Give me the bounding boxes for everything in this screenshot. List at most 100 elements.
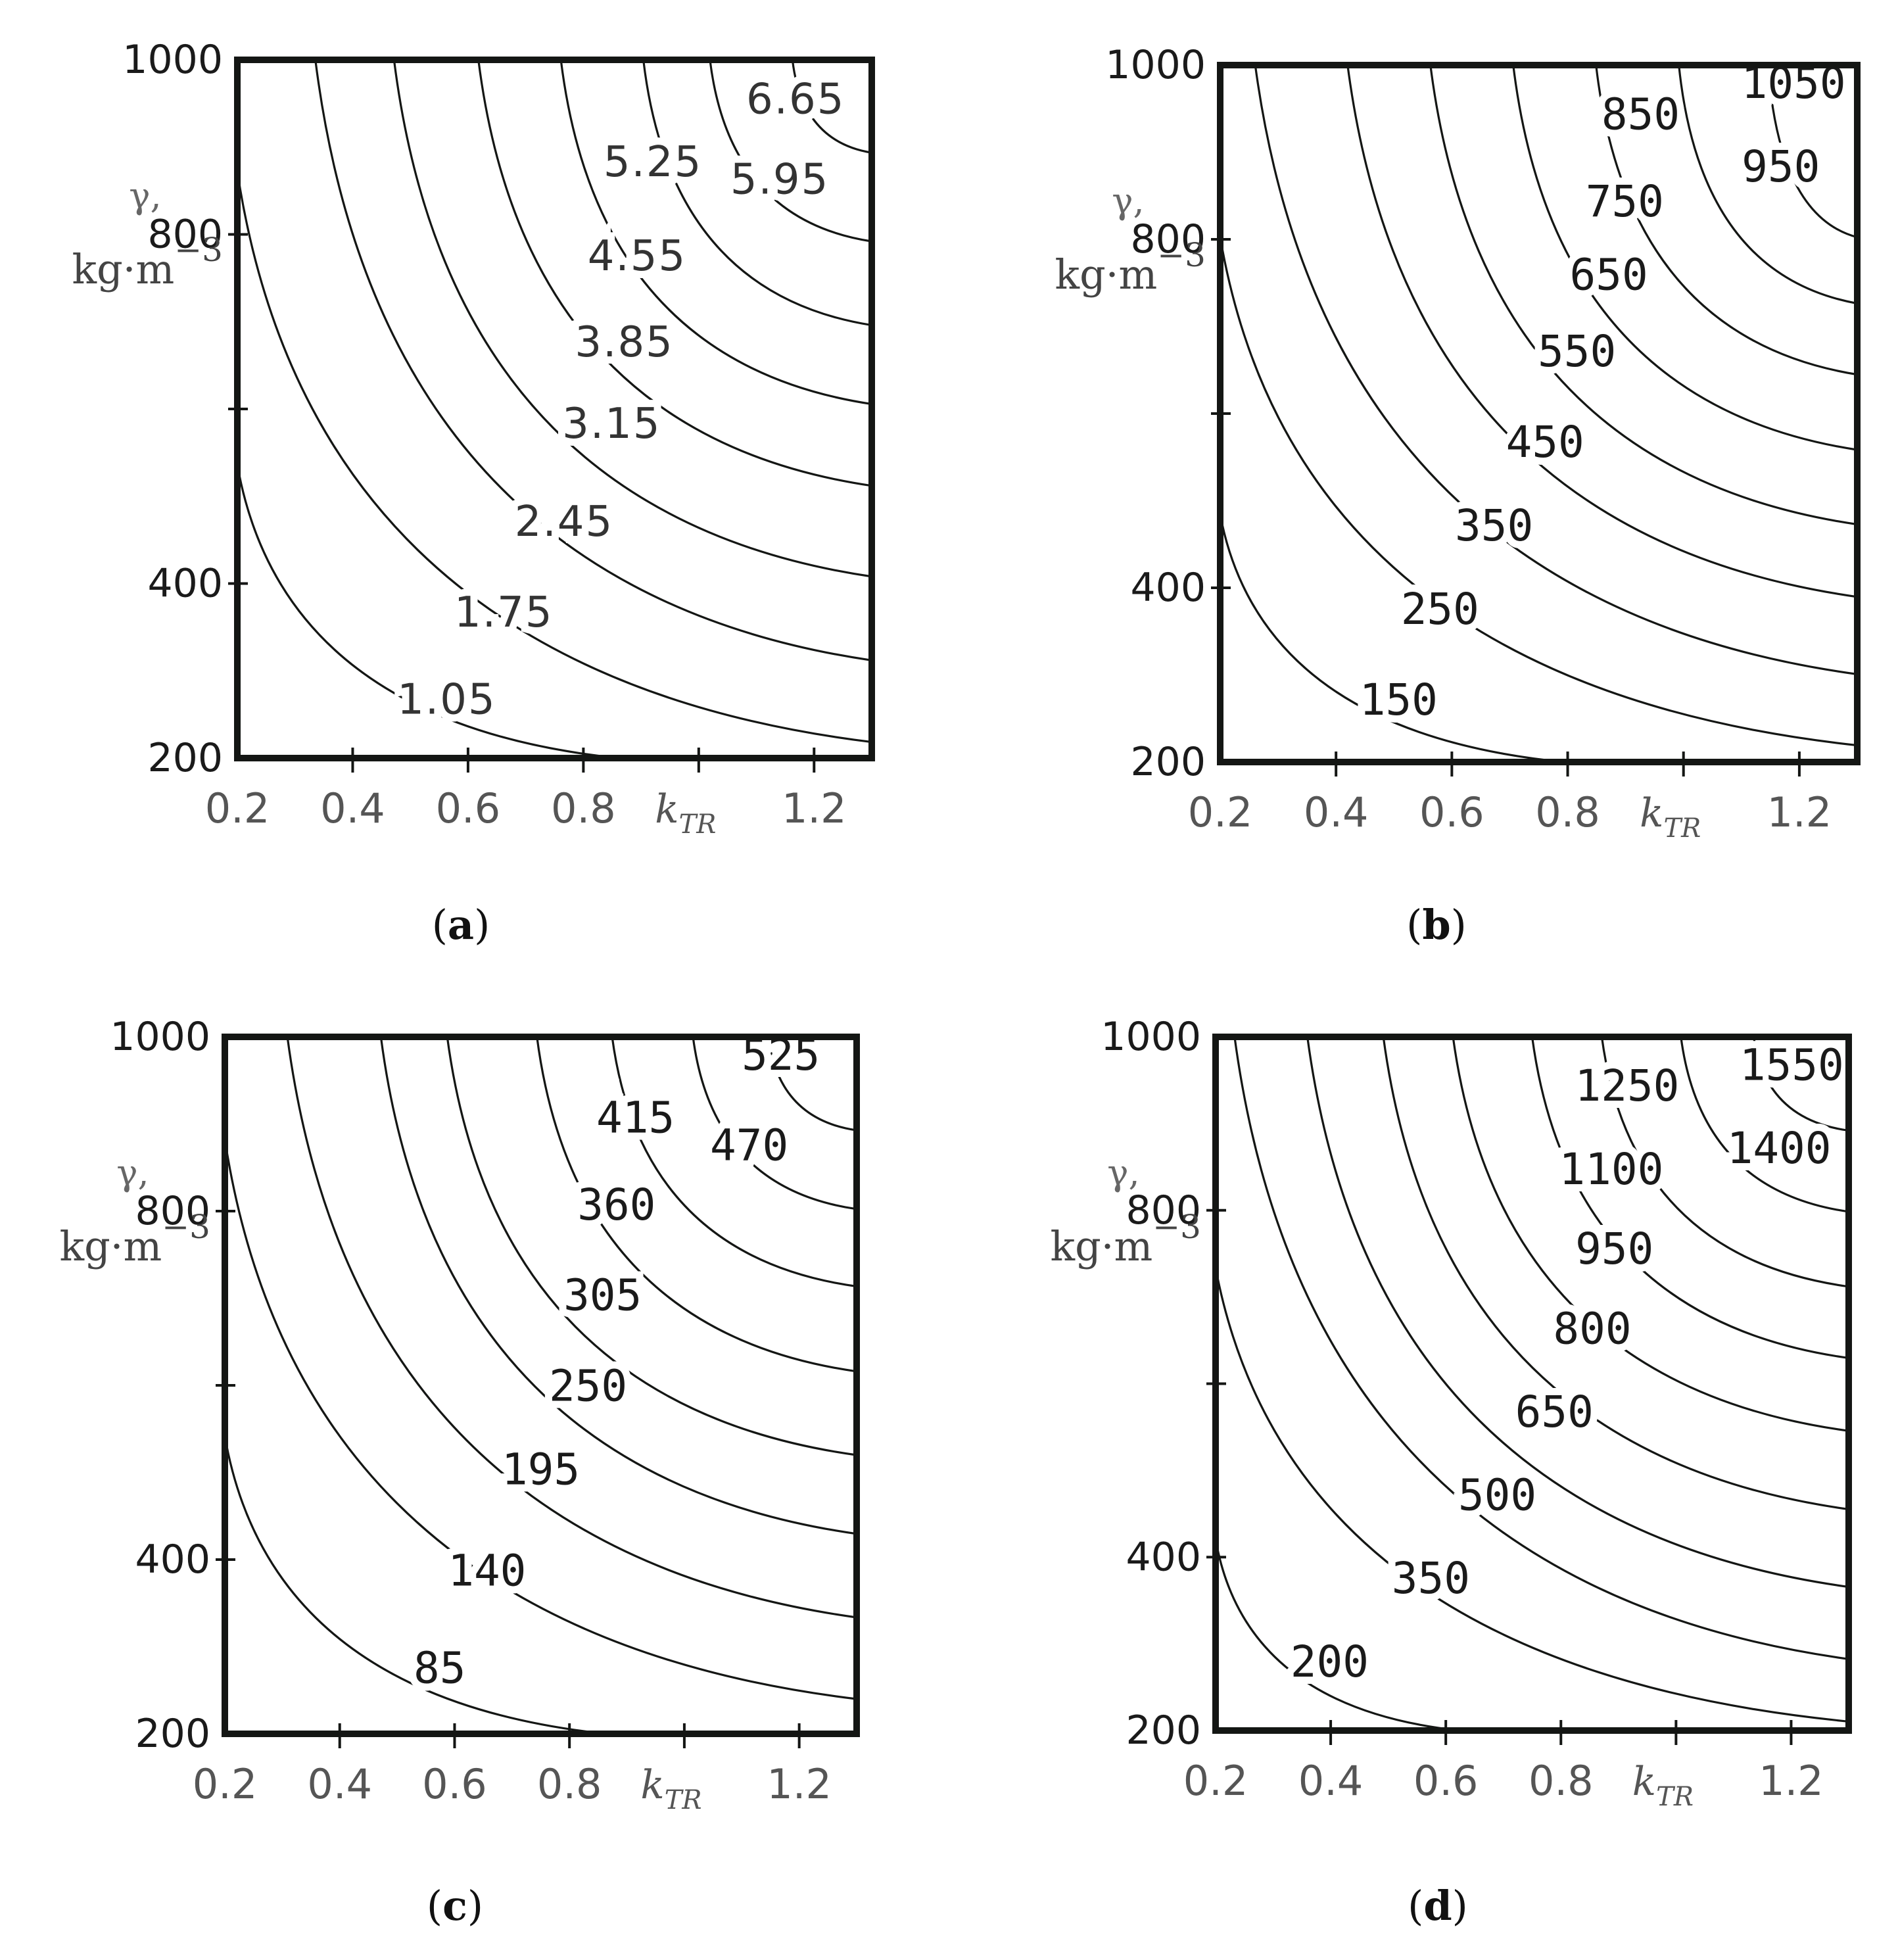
contour-label: 1250 [1575,1061,1679,1111]
contour-label: 2.45 [515,498,614,546]
contour-line-350 [1254,64,1858,676]
contour-label: 250 [1401,584,1479,634]
contour-label: 350 [1392,1553,1470,1604]
contour-label: 650 [1515,1387,1594,1437]
contour-label: 150 [1360,675,1438,725]
contour-label: 350 [1455,500,1533,551]
x-tick-label: 0.2 [1188,788,1253,836]
x-axis-label: kTR [1640,790,1701,844]
contour-line-525 [767,1036,857,1132]
y-tick-label: 800 [1130,216,1206,262]
contour-label: 5.25 [604,138,703,187]
contour-line-6.65 [791,59,872,154]
contour-label: 200 [1291,1637,1369,1687]
x-tick-label: 0.2 [1183,1757,1248,1805]
x-tick-label: 0.4 [1298,1757,1364,1805]
contour-lines [1219,64,1859,763]
contour-label: 450 [1506,417,1584,467]
x-tick-label: 0.8 [1529,1757,1594,1805]
contour-line-650 [1512,64,1858,451]
contour-lines [236,59,872,759]
contour-label: 5.95 [730,155,830,204]
x-tick-label: 0.2 [193,1760,258,1808]
y-tick-label: 1000 [1101,1014,1201,1060]
contour-line-950 [1767,64,1858,239]
contour-label: 500 [1458,1470,1536,1521]
contour-label: 6.65 [746,75,845,124]
contour-line-3.15 [392,59,872,578]
contour-label: 195 [502,1445,580,1495]
contour-line-1.75 [236,171,872,744]
contour-line-500 [1233,1036,1849,1660]
contour-line-850 [1678,64,1858,305]
contour-line-85 [224,1436,606,1735]
contour-line-350 [1214,1268,1849,1723]
contour-label: 550 [1538,326,1616,377]
contour-label: 305 [563,1270,642,1321]
y-tick-label: 200 [1126,1708,1201,1754]
contour-line-5.25 [642,59,872,327]
x-tick-label: 1.2 [782,784,847,832]
panel-caption-b: (b) [1406,901,1467,949]
contour-line-195 [286,1036,857,1619]
x-tick-label: 0.6 [436,784,501,832]
contour-line-5.95 [709,59,872,243]
x-tick-label: 1.2 [767,1760,832,1808]
contour-label: 1100 [1559,1144,1663,1195]
contour-label: 1.75 [454,588,554,637]
x-tick-label: 0.8 [551,784,616,832]
contour-label: 850 [1601,89,1680,140]
x-tick-label: 0.2 [205,784,270,832]
panel-caption-c: (c) [426,1882,484,1930]
contour-label: 360 [577,1180,655,1230]
contour-line-140 [224,1139,857,1700]
contour-line-450 [1346,64,1858,598]
contour-label: 140 [448,1545,526,1596]
contour-label: 1.05 [397,676,496,725]
contour-line-150 [1219,514,1565,763]
contour-label: 1050 [1742,58,1846,108]
x-axis-label: kTR [640,1762,701,1815]
y-tick-label: 400 [1130,565,1206,611]
x-tick-label: 0.6 [422,1760,487,1808]
y-tick-label: 400 [1126,1534,1201,1580]
contour-line-950 [1452,1036,1849,1432]
y-axis-unit: kg·m−3 [1051,1208,1201,1270]
y-tick-label: 800 [147,212,223,258]
y-tick-label: 400 [135,1537,210,1583]
contour-line-750 [1595,64,1858,376]
contour-lines [224,1036,857,1735]
contour-label: 525 [742,1030,820,1080]
x-tick-label: 0.8 [1535,788,1600,836]
x-tick-label: 1.2 [1759,1757,1824,1805]
contour-line-800 [1382,1036,1849,1511]
contour-label: 800 [1553,1303,1631,1354]
y-axis-label: γ, [116,1152,149,1193]
contour-label: 950 [1742,141,1820,192]
y-tick-label: 800 [135,1188,210,1234]
y-tick-label: 200 [147,735,223,781]
x-tick-label: 0.4 [307,1760,372,1808]
contour-line-550 [1429,64,1858,526]
plot-frame [222,1034,860,1737]
contour-line-3.85 [477,59,872,487]
x-tick-label: 0.8 [537,1760,602,1808]
contour-lines [1214,1036,1849,1732]
y-tick-label: 1000 [1105,42,1206,88]
y-tick-label: 1000 [122,37,223,83]
x-tick-label: 0.6 [1419,788,1484,836]
contour-line-250 [379,1036,857,1535]
contour-line-250 [1219,237,1858,747]
y-axis-label: γ, [1107,1152,1139,1193]
panel-caption-d: (d) [1408,1882,1468,1930]
x-axis-label: kTR [655,786,716,840]
contour-line-2.45 [314,59,872,661]
contour-label: 1550 [1740,1040,1844,1091]
y-axis-unit: kg·m−3 [60,1208,210,1270]
y-tick-label: 800 [1126,1187,1201,1233]
contour-line-200 [1214,1539,1459,1732]
y-axis-unit: kg·m−3 [1055,236,1206,299]
y-axis-label: γ, [129,175,161,216]
